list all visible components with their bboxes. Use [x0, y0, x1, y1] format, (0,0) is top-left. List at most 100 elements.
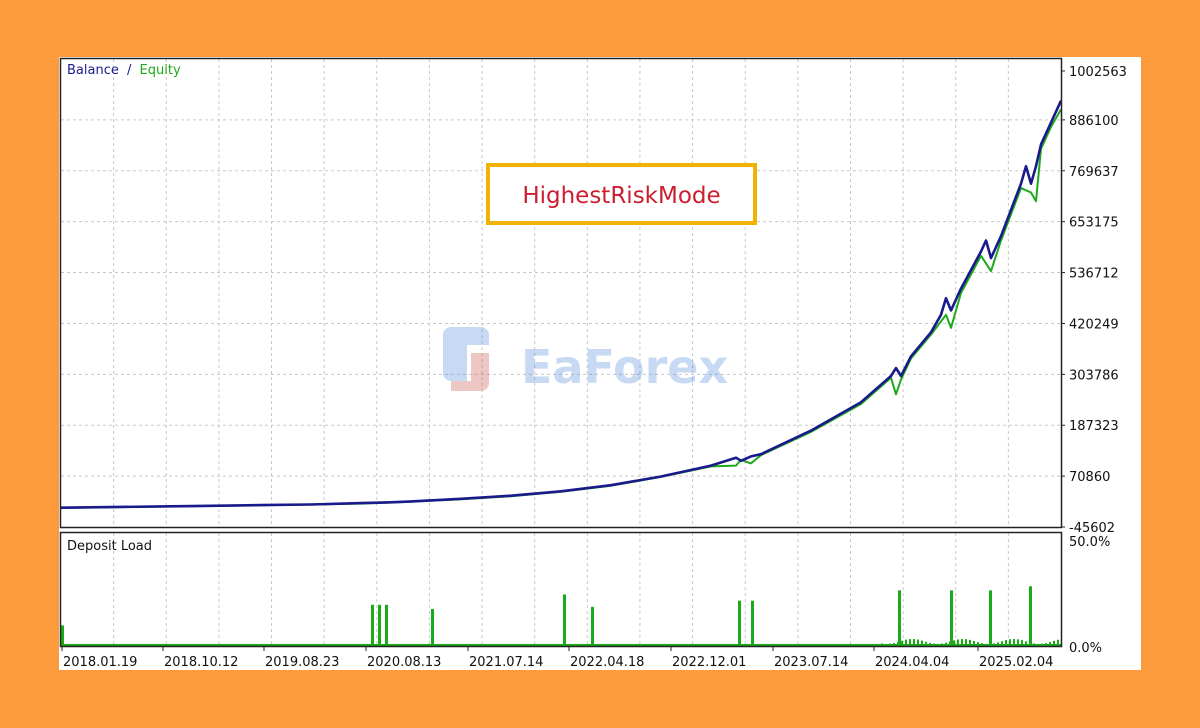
deposit-spike — [591, 606, 594, 646]
deposit-bar — [961, 639, 963, 646]
deposit-bar — [977, 642, 979, 646]
x-tick-label: 2022.12.01 — [672, 655, 746, 670]
legend: Balance / Equity — [67, 63, 181, 78]
x-tick-label: 2024.04.04 — [875, 655, 949, 670]
deposit-bar — [1057, 639, 1059, 646]
deposit-bar — [965, 639, 967, 646]
y-tick-label: 420249 — [1069, 317, 1119, 332]
deposit-bar — [1021, 640, 1023, 646]
deposit-bar — [1025, 641, 1027, 646]
deposit-spike — [371, 604, 374, 646]
deposit-bar — [1009, 639, 1011, 646]
deposit-bar — [1017, 639, 1019, 646]
deposit-bar — [913, 639, 915, 646]
lower-plot-frame — [59, 531, 1063, 648]
annotation-frame — [486, 163, 757, 225]
deposit-bar — [1033, 643, 1035, 646]
deposit-bar — [937, 643, 939, 646]
legend-equity: Equity — [140, 63, 181, 78]
deposit-bar — [893, 643, 895, 646]
y-axis-ticks: 1002563 886100 769637 653175 536712 420249 303… — [1061, 65, 1127, 656]
series-balance — [60, 100, 1063, 509]
deposit-bar — [993, 643, 995, 646]
legend-text: Balance / Equity — [67, 63, 181, 78]
y-tick-label: 303786 — [1069, 368, 1119, 383]
eaforex-logo-icon — [443, 327, 489, 381]
deposit-bar — [1001, 641, 1003, 646]
annotation-text: HighestRiskMode — [522, 183, 720, 209]
deposit-bar — [969, 639, 971, 646]
deposit-bar — [881, 643, 883, 646]
x-tick-label: 2018.10.12 — [164, 655, 238, 670]
eaforex-logo-icon-2 — [451, 353, 489, 391]
y-tick-label: 187323 — [1069, 419, 1119, 434]
deposit-bar — [1013, 638, 1015, 646]
deposit-bar — [957, 639, 959, 646]
deposit-spike — [989, 590, 992, 646]
deposit-bar — [1037, 643, 1039, 646]
y-tick-label: 70860 — [1069, 470, 1110, 485]
deposit-spike — [751, 600, 754, 646]
deposit-bar — [945, 642, 947, 646]
deposit-spike — [950, 590, 953, 646]
x-tick-label: 2021.07.14 — [469, 655, 543, 670]
y-tick-label: 653175 — [1069, 216, 1119, 231]
y-tick-label: -45602 — [1069, 521, 1115, 536]
deposit-bar — [885, 643, 887, 646]
deposit-bar — [933, 643, 935, 646]
deposit-bar — [909, 639, 911, 646]
chart-canvas: EaForex HighestRiskMode Balance / Equity… — [59, 57, 1127, 670]
deposit-bar — [925, 641, 927, 646]
y-tick-label-lower: 0.0% — [1069, 641, 1102, 656]
x-tick-label: 2018.01.19 — [63, 655, 137, 670]
main-grid — [61, 59, 1061, 527]
deposit-bar — [929, 642, 931, 646]
deposit-bar — [973, 640, 975, 646]
deposit-bar — [953, 640, 955, 646]
balance-line — [60, 100, 1063, 509]
deposit-bar — [1041, 643, 1043, 646]
x-tick-label: 2025.02.04 — [979, 655, 1053, 670]
x-tick-label: 2022.04.18 — [570, 655, 644, 670]
deposit-bar — [889, 643, 891, 646]
main-plot-frame — [59, 57, 1063, 529]
watermark-text: EaForex — [521, 340, 728, 394]
deposit-bar — [905, 639, 907, 646]
deposit-bar — [1005, 640, 1007, 646]
mode-annotation: HighestRiskMode — [486, 163, 757, 225]
y-tick-label: 886100 — [1069, 114, 1119, 129]
deposit-baseline — [61, 643, 1061, 646]
deposit-bar — [1053, 640, 1055, 646]
y-tick-label: 1002563 — [1069, 65, 1127, 80]
deposit-spike — [385, 604, 388, 646]
legend-balance: Balance — [67, 63, 119, 78]
eaforex-watermark: EaForex — [443, 327, 728, 394]
deposit-spike — [563, 594, 566, 646]
deposit-bar — [917, 639, 919, 646]
deposit-bar — [921, 640, 923, 646]
x-tick-label: 2020.08.13 — [367, 655, 441, 670]
deposit-load-bars — [61, 586, 1061, 646]
y-tick-label-lower: 50.0% — [1069, 535, 1110, 550]
y-tick-label: 536712 — [1069, 267, 1119, 282]
legend-separator: / — [127, 63, 132, 78]
deposit-spike — [898, 590, 901, 646]
deposit-spike — [738, 600, 741, 646]
deposit-spike — [431, 608, 434, 646]
chart-panel: EaForex HighestRiskMode Balance / Equity… — [59, 57, 1141, 670]
deposit-spike — [378, 604, 381, 646]
deposit-bar — [981, 643, 983, 646]
deposit-bar — [1049, 642, 1051, 646]
deposit-bar — [1045, 643, 1047, 646]
deposit-bar — [901, 640, 903, 646]
deposit-spike — [61, 625, 64, 646]
x-tick-label: 2019.08.23 — [265, 655, 339, 670]
deposit-spike — [1029, 586, 1032, 646]
x-axis-ticks: 2018.01.19 2018.10.12 2019.08.23 2020.08.13… — [61, 646, 1053, 670]
deposit-bar — [941, 643, 943, 646]
deposit-bar — [997, 642, 999, 646]
y-tick-label: 769637 — [1069, 165, 1119, 180]
lower-grid — [113, 533, 1009, 646]
x-tick-label: 2023.07.14 — [774, 655, 848, 670]
deposit-load-title: Deposit Load — [67, 539, 152, 554]
